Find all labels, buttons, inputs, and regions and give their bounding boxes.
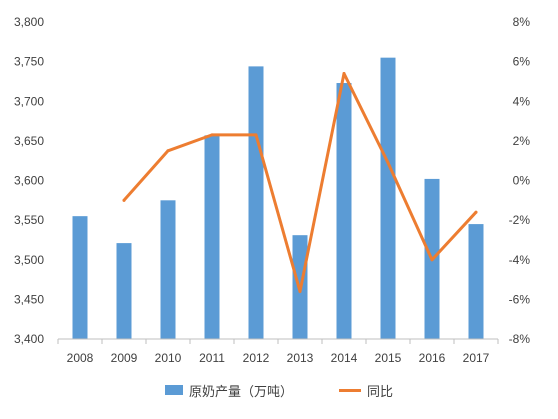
x-tick-label: 2013 <box>287 351 314 365</box>
line-point <box>254 133 258 137</box>
y-right-tick-label: 4% <box>513 94 531 108</box>
y-right-tick-label: -6% <box>509 292 531 306</box>
x-tick-label: 2016 <box>419 351 446 365</box>
line-point <box>386 161 390 165</box>
y-right-tick-label: 8% <box>513 15 531 29</box>
y-left-tick-label: 3,700 <box>14 94 44 108</box>
bar <box>204 135 220 339</box>
legend-label-yoy: 同比 <box>367 383 394 399</box>
line-point <box>166 149 170 153</box>
line-point <box>474 210 478 214</box>
x-tick-label: 2014 <box>331 351 358 365</box>
bar <box>468 224 484 339</box>
x-tick-label: 2008 <box>67 351 94 365</box>
x-tick-label: 2017 <box>463 351 490 365</box>
line-point <box>210 133 214 137</box>
y-left-tick-label: 3,500 <box>14 253 44 267</box>
bar <box>248 66 264 339</box>
y-left-tick-label: 3,650 <box>14 134 44 148</box>
legend-swatch-bar <box>164 385 183 395</box>
legend-item-production: 原奶产量（万吨） <box>164 381 293 400</box>
y-right-tick-label: 2% <box>513 134 531 148</box>
y-right-tick-label: 6% <box>513 55 531 69</box>
line-point <box>342 72 346 76</box>
legend-item-yoy: 同比 <box>339 381 393 400</box>
x-tick-label: 2009 <box>111 351 138 365</box>
line-point <box>298 289 302 293</box>
legend: 原奶产量（万吨） 同比 <box>0 378 558 402</box>
y-right-tick-label: 0% <box>513 174 531 188</box>
bar <box>380 57 396 339</box>
line-point <box>122 198 126 202</box>
bar <box>116 243 132 339</box>
x-tick-label: 2012 <box>243 351 270 365</box>
line-point <box>430 258 434 262</box>
x-tick-label: 2015 <box>375 351 402 365</box>
y-left-tick-label: 3,750 <box>14 55 44 69</box>
y-right-tick-label: -4% <box>509 253 531 267</box>
y-right-tick-label: -2% <box>509 213 531 227</box>
y-left-tick-label: 3,800 <box>14 15 44 29</box>
bar <box>72 216 88 339</box>
bar <box>160 200 176 339</box>
bar <box>336 83 352 340</box>
y-left-tick-label: 3,400 <box>14 332 44 346</box>
x-tick-label: 2010 <box>155 351 182 365</box>
legend-label-production: 原奶产量（万吨） <box>188 383 293 399</box>
legend-swatch-line <box>339 388 361 392</box>
y-left-tick-label: 3,550 <box>14 213 44 227</box>
y-left-tick-label: 3,450 <box>14 292 44 306</box>
x-tick-label: 2011 <box>199 351 225 365</box>
y-right-tick-label: -8% <box>509 332 531 346</box>
y-left-tick-label: 3,600 <box>14 174 44 188</box>
